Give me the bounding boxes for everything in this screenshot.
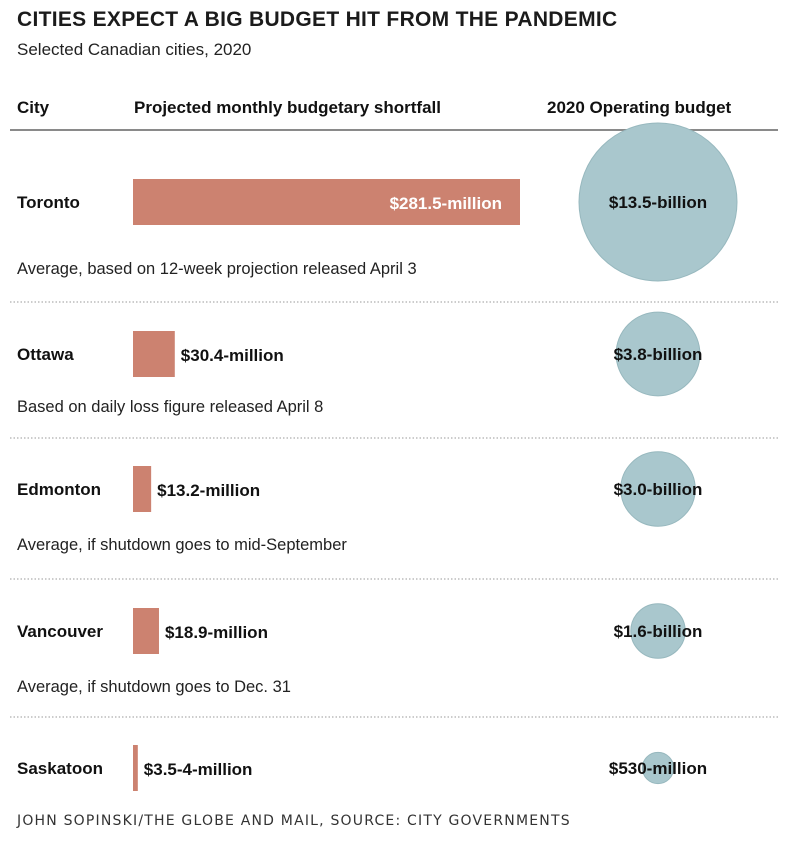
city-label-vancouver: Vancouver (17, 622, 103, 641)
budget-bubble-edmonton (620, 451, 696, 527)
note-vancouver: Average, if shutdown goes to Dec. 31 (17, 678, 291, 696)
chart-subtitle: Selected Canadian cities, 2020 (17, 40, 252, 59)
city-label-ottawa: Ottawa (17, 345, 74, 364)
shortfall-bar-vancouver (133, 608, 159, 654)
shortfall-bar-toronto (133, 179, 520, 225)
budget-label-toronto: $13.5-billion (609, 193, 707, 212)
budget-label-saskatoon: $530-million (609, 759, 707, 778)
shortfall-bar-ottawa (133, 331, 175, 377)
budget-bubble-saskatoon (641, 751, 675, 785)
header-city: City (17, 98, 50, 117)
budget-label-ottawa: $3.8-billion (614, 345, 703, 364)
budget-bubble-vancouver (630, 603, 686, 659)
budget-bubble-toronto (578, 122, 738, 282)
shortfall-label-edmonton: $13.2-million (157, 481, 260, 500)
shortfall-bar-saskatoon (133, 745, 138, 791)
shortfall-label-toronto: $281.5-million (390, 194, 502, 213)
shortfall-label-vancouver: $18.9-million (165, 623, 268, 642)
shortfall-bar-edmonton (133, 466, 152, 512)
note-ottawa: Based on daily loss figure released Apri… (17, 398, 323, 416)
header-shortfall: Projected monthly budgetary shortfall (134, 98, 441, 117)
city-label-toronto: Toronto (17, 193, 80, 212)
budget-label-vancouver: $1.6-billion (614, 622, 703, 641)
header-budget: 2020 Operating budget (547, 98, 732, 117)
budget-label-edmonton: $3.0-billion (614, 480, 703, 499)
shortfall-label-ottawa: $30.4-million (181, 346, 284, 365)
header-divider (10, 129, 778, 131)
note-edmonton: Average, if shutdown goes to mid-Septemb… (17, 536, 347, 554)
city-label-saskatoon: Saskatoon (17, 759, 103, 778)
source-credit: JOHN SOPINSKI/THE GLOBE AND MAIL, SOURCE… (17, 813, 571, 829)
city-label-edmonton: Edmonton (17, 480, 101, 499)
budget-bubble-ottawa (615, 311, 701, 397)
shortfall-label-saskatoon: $3.5-4-million (144, 760, 253, 779)
note-toronto: Average, based on 12-week projection rel… (17, 260, 417, 278)
chart-title: CITIES EXPECT A BIG BUDGET HIT FROM THE … (17, 8, 618, 31)
